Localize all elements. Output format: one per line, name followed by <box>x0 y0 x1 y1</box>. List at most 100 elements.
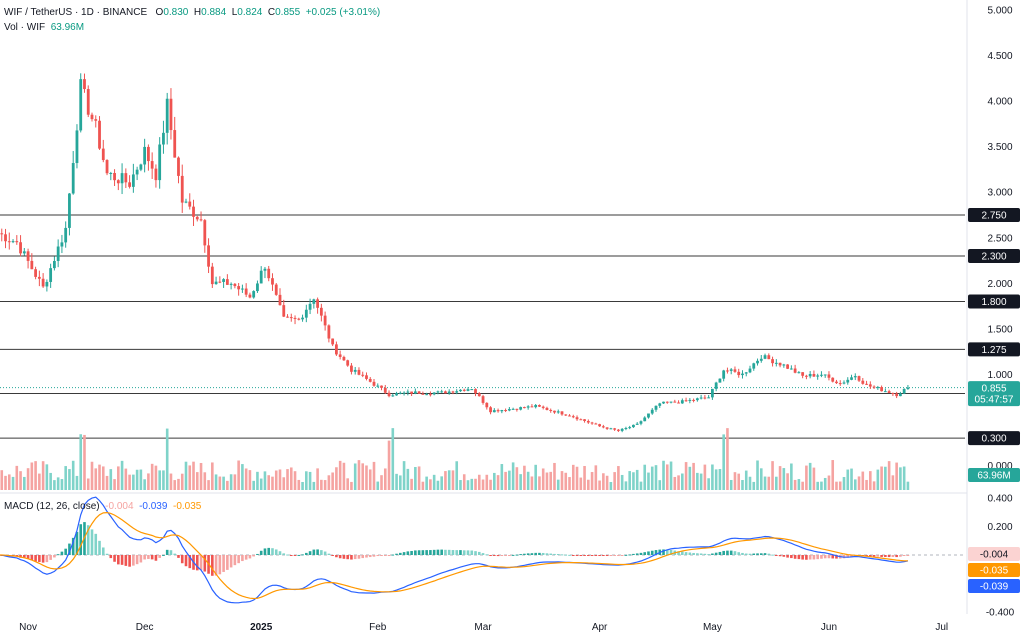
candle-body <box>838 383 842 385</box>
candle-body <box>105 160 109 174</box>
macd-histogram-bar <box>289 555 293 556</box>
volume-bar <box>94 468 98 490</box>
volume-bar <box>617 466 620 490</box>
volume-bar <box>86 478 90 490</box>
macd-histogram-bar <box>282 553 286 555</box>
volume-bar <box>846 469 850 490</box>
candle-body <box>207 245 210 267</box>
volume-bar <box>214 474 218 490</box>
volume-bar <box>895 462 898 490</box>
candle-body <box>398 392 402 394</box>
candle-body <box>7 241 11 243</box>
candle-body <box>60 242 64 247</box>
volume-bars <box>0 428 910 490</box>
volume-bar <box>147 473 150 490</box>
candle-body <box>534 405 538 408</box>
volume-bar <box>263 471 267 490</box>
macd-histogram-bar <box>624 554 628 556</box>
volume-bar <box>816 481 819 490</box>
volume-bar <box>203 472 207 490</box>
volume-bar <box>365 465 368 490</box>
macd-histogram-bar <box>316 549 319 555</box>
candle-body <box>617 429 620 431</box>
macd-histogram-bar <box>30 555 34 561</box>
volume-bar <box>312 481 316 490</box>
volume-bar <box>872 481 876 490</box>
volume-bar <box>297 479 301 490</box>
candle-body <box>128 182 131 187</box>
volume-bar <box>286 469 289 490</box>
macd-histogram-bar <box>759 553 763 555</box>
volume-bar <box>508 470 511 490</box>
macd-line-tag-bg <box>968 579 1020 593</box>
volume-bar <box>132 474 135 490</box>
volume-bar <box>786 473 789 490</box>
price-tags: 2.7502.3001.8001.2750.7900.3000.85505:47… <box>968 207 1020 593</box>
volume-bar <box>549 471 553 490</box>
macd-histogram-bar <box>538 552 541 555</box>
macd-histogram-bar <box>534 552 537 555</box>
candle-body <box>526 406 530 408</box>
volume-bar <box>767 476 771 490</box>
macd-histogram-bar <box>365 555 368 558</box>
candle-body <box>699 397 703 399</box>
candle-body <box>410 391 413 394</box>
candle-body <box>124 173 128 183</box>
macd-histogram-bar <box>515 554 519 556</box>
candle-body <box>440 391 444 393</box>
macd-histogram-bar <box>594 555 598 556</box>
candle-body <box>391 395 395 397</box>
macd-histogram-bar <box>135 555 139 565</box>
macd-histogram-bar <box>756 553 759 555</box>
macd-histogram-bar <box>899 555 902 557</box>
candle-body <box>891 393 895 395</box>
volume-bar <box>447 470 451 490</box>
price-axis-label: 5.000 <box>987 6 1012 17</box>
volume-bar <box>477 474 481 490</box>
time-axis-label: Jun <box>821 622 837 633</box>
volume-bar <box>797 479 801 490</box>
volume-bar <box>128 474 131 490</box>
macd-histogram-bar <box>414 550 417 555</box>
price-axis-label: 1.500 <box>987 324 1012 335</box>
price-axis-label: 2.000 <box>987 279 1012 290</box>
macd-histogram-bar <box>699 553 703 555</box>
price-axis-label: 3.000 <box>987 188 1012 199</box>
candle-body <box>853 376 857 378</box>
candle-body <box>857 376 861 381</box>
macd-histogram-bar <box>26 555 30 560</box>
macd-histogram-bar <box>763 553 767 555</box>
candle-body <box>507 409 511 411</box>
candle-body <box>684 400 688 402</box>
volume-bar <box>759 468 763 490</box>
candle-body <box>553 410 556 413</box>
volume-bar <box>353 463 357 490</box>
macd-histogram-bar <box>662 549 665 555</box>
macd-histogram-bar <box>767 553 771 555</box>
candle-body <box>523 407 526 409</box>
candle-body <box>158 144 162 181</box>
macd-histogram-bar <box>737 552 741 555</box>
volume-bar <box>628 471 631 490</box>
macd-histogram-bar <box>297 554 301 556</box>
volume-bar <box>60 479 64 490</box>
candle-body <box>120 173 124 184</box>
candle-body <box>229 283 233 285</box>
candle-body <box>613 428 617 430</box>
time-axis: Nov Dec 2025 Feb Mar Apr May Jun Jul <box>19 622 948 633</box>
volume-bar <box>417 466 421 490</box>
macd-histogram-bar <box>568 554 571 556</box>
candle-body <box>515 408 519 410</box>
macd-histogram-bar <box>696 553 699 555</box>
volume-bar <box>120 460 124 490</box>
volume-bar <box>609 481 613 490</box>
volume-bar <box>504 471 507 490</box>
macd-histogram-bar <box>481 553 485 555</box>
candle-body <box>376 385 380 387</box>
volume-bar <box>658 480 662 490</box>
candle-body <box>402 392 406 394</box>
candle-body <box>782 364 786 366</box>
macd-histogram-bar <box>869 555 872 557</box>
macd-histogram-bar <box>440 549 443 555</box>
